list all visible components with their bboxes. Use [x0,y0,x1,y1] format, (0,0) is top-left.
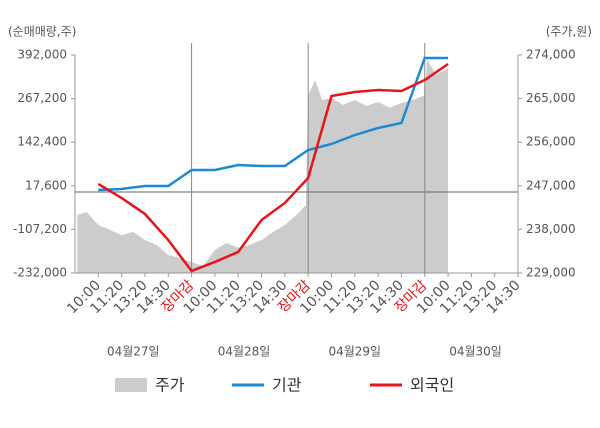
series-line [98,56,449,192]
legend-swatch [115,378,147,392]
y2-tick-label: 265,000 [526,91,576,105]
legend-label: 외국인 [410,376,454,395]
series-line [97,62,449,273]
price-area [77,59,449,273]
y-tick-label: 267,200 [17,91,67,105]
y-tick-label: -232,000 [13,266,67,280]
date-label: 04월30일 [449,345,502,359]
y2-tick-label: 274,000 [526,48,576,62]
y2-tick-label: 238,000 [526,222,576,236]
y2-tick-label: 247,000 [526,178,576,192]
y-tick-label: -107,200 [13,222,67,236]
y2-axis-label: (주가,원) [546,25,592,39]
date-label: 04월29일 [328,345,381,359]
y-tick-label: 142,400 [17,135,67,149]
legend-label: 주가 [155,376,185,395]
legend-label: 기관 [272,376,302,395]
y-tick-label: 17,600 [25,178,67,192]
y2-tick-label: 256,000 [526,135,576,149]
y-axis-label: (순매매량,주) [8,25,76,39]
date-label: 04월28일 [218,345,271,359]
y-tick-label: 392,000 [17,48,67,62]
date-label: 04월27일 [107,345,160,359]
y2-tick-label: 229,000 [526,266,576,280]
